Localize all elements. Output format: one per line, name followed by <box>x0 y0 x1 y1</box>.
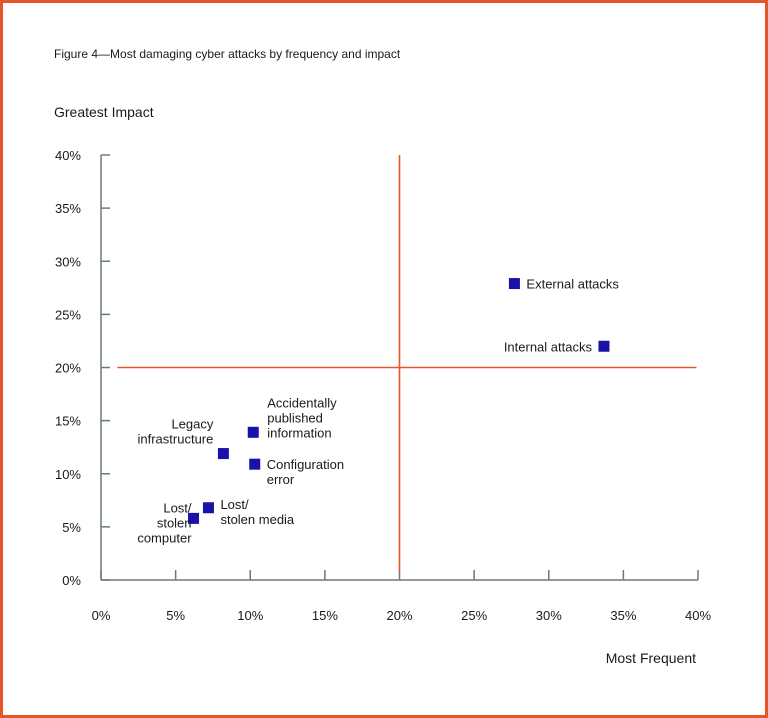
data-point-label: External attacks <box>526 277 619 292</box>
data-point-marker <box>249 458 261 470</box>
data-point-marker <box>508 278 520 290</box>
data-point-label-line: published <box>267 410 323 425</box>
x-tick-label: 15% <box>312 608 338 623</box>
x-axis-title: Most Frequent <box>605 650 696 666</box>
data-point-marker <box>247 426 259 438</box>
x-tick-label: 20% <box>386 608 412 623</box>
data-point-label-line: Configuration <box>267 457 344 472</box>
data-point-label-line: Legacy <box>171 417 213 432</box>
x-tick-label: 40% <box>685 608 711 623</box>
x-tick-label: 25% <box>461 608 487 623</box>
data-point-label-line: Lost/ <box>163 500 192 515</box>
y-tick-label: 20% <box>55 361 81 376</box>
y-tick-label: 35% <box>55 201 81 216</box>
data-point-label-line: External attacks <box>526 277 619 292</box>
y-tick-label: 40% <box>55 148 81 163</box>
data-point-label-line: infrastructure <box>138 432 214 447</box>
data-point-label: Lost/stolen media <box>220 497 294 527</box>
data-point-label: Lost/stolen computer <box>137 500 192 545</box>
data-point-label-line: Lost/ <box>220 497 249 512</box>
x-tick-label: 30% <box>536 608 562 623</box>
data-point-label: Internal attacks <box>504 339 593 354</box>
x-tick-label: 35% <box>610 608 636 623</box>
y-tick-label: 5% <box>62 520 81 535</box>
data-point-marker <box>217 448 229 460</box>
x-tick-label: 5% <box>166 608 185 623</box>
data-point-label-line: stolen media <box>220 512 294 527</box>
data-point-label: Legacy infrastructure <box>138 417 214 447</box>
x-tick-label: 0% <box>92 608 111 623</box>
y-axis-title: Greatest Impact <box>54 104 154 120</box>
data-point-marker <box>202 502 214 514</box>
chart-title: Figure 4—Most damaging cyber attacks by … <box>54 47 401 61</box>
y-tick-label: 0% <box>62 573 81 588</box>
y-tick-label: 25% <box>55 307 81 322</box>
data-point-label-line: Accidentally <box>267 395 337 410</box>
y-tick-label: 15% <box>55 414 81 429</box>
data-point-label-line: computer <box>137 530 192 545</box>
y-tick-label: 30% <box>55 254 81 269</box>
data-point-label-line: Internal attacks <box>504 339 593 354</box>
data-point-label-line: stolen <box>157 515 192 530</box>
data-point-label-line: error <box>267 472 295 487</box>
data-point-marker <box>598 340 610 352</box>
x-tick-label: 10% <box>237 608 263 623</box>
data-point-label: Configuration error <box>267 457 344 487</box>
data-point-label: Accidentally published information <box>267 395 337 440</box>
data-point-marker <box>188 512 200 524</box>
y-tick-label: 10% <box>55 467 81 482</box>
data-point-label-line: information <box>267 425 331 440</box>
